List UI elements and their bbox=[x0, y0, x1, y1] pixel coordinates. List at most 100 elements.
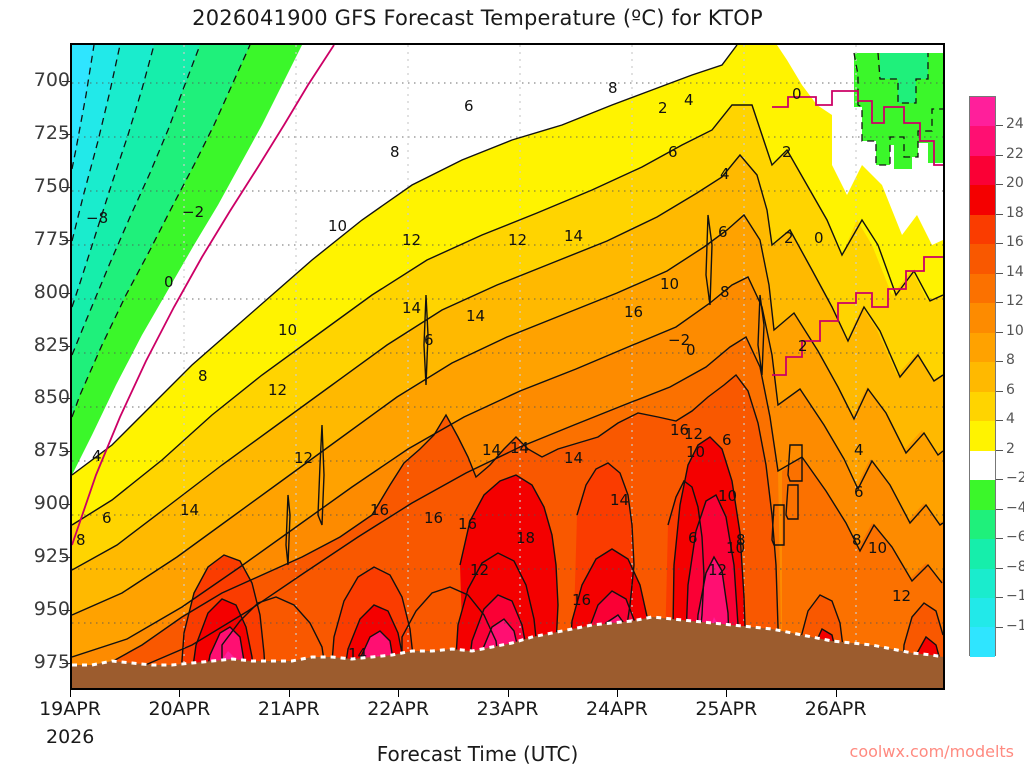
colorbar-label-minus6: −6 bbox=[1006, 529, 1024, 546]
svg-text:10: 10 bbox=[726, 539, 745, 557]
colorbar-label-minus12: −12 bbox=[1006, 617, 1024, 634]
colorbar-tick bbox=[996, 272, 1003, 274]
x-axis-tick-mark bbox=[179, 690, 181, 697]
svg-text:8: 8 bbox=[736, 531, 746, 549]
colorbar-tick bbox=[996, 184, 1003, 186]
x-axis-tick-22APR: 22APR bbox=[367, 698, 430, 720]
colorbar-tick bbox=[996, 302, 1003, 304]
svg-text:16: 16 bbox=[424, 509, 443, 527]
colorbar-tick bbox=[996, 331, 1003, 333]
x-axis-tick-25APR: 25APR bbox=[695, 698, 758, 720]
y-axis: 700 725 750 775 800 825 850 875 900 925 950 975 bbox=[0, 0, 70, 768]
y-axis-tick-950: 950 bbox=[33, 598, 70, 621]
svg-text:16: 16 bbox=[624, 303, 643, 321]
svg-text:14: 14 bbox=[180, 501, 199, 519]
y-axis-tick-750: 750 bbox=[33, 174, 70, 197]
y-axis-tick-mark bbox=[62, 292, 70, 294]
svg-text:12: 12 bbox=[708, 561, 727, 579]
svg-text:0: 0 bbox=[164, 273, 174, 291]
colorbar-cell bbox=[970, 421, 995, 451]
svg-text:8: 8 bbox=[852, 531, 862, 549]
colorbar-label-14: 14 bbox=[1006, 263, 1024, 280]
x-axis-tick-19APR: 19APR bbox=[39, 698, 101, 720]
x-axis-tick-20APR: 20APR bbox=[148, 698, 211, 720]
y-axis-tick-825: 825 bbox=[33, 333, 70, 356]
svg-text:12: 12 bbox=[892, 587, 911, 605]
y-axis-tick-mark bbox=[62, 663, 70, 664]
x-axis-title: Forecast Time (UTC) bbox=[0, 742, 955, 766]
colorbar-label-24: 24 bbox=[1006, 116, 1024, 133]
svg-text:4: 4 bbox=[854, 441, 864, 459]
colorbar-tick bbox=[996, 154, 1003, 156]
colorbar-label-2: 2 bbox=[1006, 440, 1015, 457]
x-axis-tick-23APR: 23APR bbox=[476, 698, 539, 720]
y-axis-tick-mark bbox=[62, 133, 70, 135]
plot-inner: −8 −2 0 8 6 8 2 4 0 6 2 4 6 2 8 bbox=[72, 45, 943, 688]
svg-text:12: 12 bbox=[294, 449, 313, 467]
colorbar-cell bbox=[970, 568, 995, 598]
svg-text:6: 6 bbox=[102, 509, 112, 527]
x-axis-tick-21APR: 21APR bbox=[257, 698, 320, 720]
svg-text:2: 2 bbox=[784, 229, 794, 247]
svg-text:8: 8 bbox=[720, 283, 730, 301]
svg-text:6: 6 bbox=[464, 97, 474, 115]
colorbar-label-22: 22 bbox=[1006, 145, 1024, 162]
colorbar-tick bbox=[996, 479, 1003, 481]
svg-text:8: 8 bbox=[76, 531, 86, 549]
svg-text:12: 12 bbox=[684, 425, 703, 443]
svg-text:12: 12 bbox=[470, 561, 489, 579]
colorbar-cell bbox=[970, 185, 995, 215]
svg-text:6: 6 bbox=[854, 483, 864, 501]
svg-text:6: 6 bbox=[722, 431, 732, 449]
colorbar-tick bbox=[996, 567, 1003, 569]
colorbar-tick bbox=[996, 213, 1003, 215]
x-axis-year-label: 2026 bbox=[46, 726, 95, 748]
x-axis-tick-mark bbox=[616, 690, 618, 697]
svg-text:10: 10 bbox=[278, 321, 297, 339]
svg-text:14: 14 bbox=[466, 307, 485, 325]
contour-plot-svg: −8 −2 0 8 6 8 2 4 0 6 2 4 6 2 8 bbox=[72, 45, 943, 688]
colorbar-label-8: 8 bbox=[1006, 352, 1015, 369]
colorbar-tick bbox=[996, 420, 1003, 422]
colorbar-tick bbox=[996, 390, 1003, 392]
colorbar-label-16: 16 bbox=[1006, 234, 1024, 251]
svg-text:−8: −8 bbox=[86, 209, 108, 227]
svg-text:−2: −2 bbox=[668, 331, 690, 349]
svg-text:6: 6 bbox=[688, 529, 698, 547]
colorbar-cell bbox=[970, 509, 995, 540]
y-axis-tick-mark bbox=[62, 239, 70, 241]
colorbar-label-4: 4 bbox=[1006, 411, 1015, 428]
x-axis-tick-mark bbox=[835, 690, 837, 697]
y-axis-tick-mark bbox=[62, 451, 70, 453]
svg-text:4: 4 bbox=[720, 165, 730, 183]
colorbar-tick bbox=[996, 597, 1003, 599]
svg-text:16: 16 bbox=[458, 515, 477, 533]
y-axis-tick-mark bbox=[62, 557, 70, 559]
colorbar-cell bbox=[970, 539, 995, 569]
colorbar-cell bbox=[970, 244, 995, 274]
svg-text:14: 14 bbox=[510, 439, 529, 457]
colorbar-gradient bbox=[969, 96, 996, 657]
colorbar-tick bbox=[996, 508, 1003, 510]
y-axis-tick-775: 775 bbox=[33, 227, 70, 250]
colorbar-cell bbox=[970, 332, 995, 363]
y-axis-tick-mark bbox=[62, 186, 70, 188]
svg-text:16: 16 bbox=[670, 421, 689, 439]
y-axis-tick-975: 975 bbox=[33, 651, 70, 673]
colorbar-tick bbox=[996, 361, 1003, 363]
y-axis-tick-mark bbox=[62, 398, 70, 400]
svg-text:8: 8 bbox=[198, 367, 208, 385]
svg-text:0: 0 bbox=[814, 229, 824, 247]
y-axis-tick-mark bbox=[62, 504, 70, 506]
colorbar-cell bbox=[970, 597, 995, 628]
colorbar-label-6: 6 bbox=[1006, 381, 1015, 398]
colorbar-cell bbox=[970, 450, 995, 481]
colorbar-cell bbox=[970, 273, 995, 304]
svg-text:6: 6 bbox=[424, 331, 434, 349]
svg-text:14: 14 bbox=[482, 441, 501, 459]
svg-text:16: 16 bbox=[572, 591, 591, 609]
colorbar-label-minus2: −2 bbox=[1006, 470, 1024, 487]
y-axis-tick-700: 700 bbox=[33, 69, 70, 91]
svg-text:12: 12 bbox=[268, 381, 287, 399]
svg-text:14: 14 bbox=[564, 449, 583, 467]
